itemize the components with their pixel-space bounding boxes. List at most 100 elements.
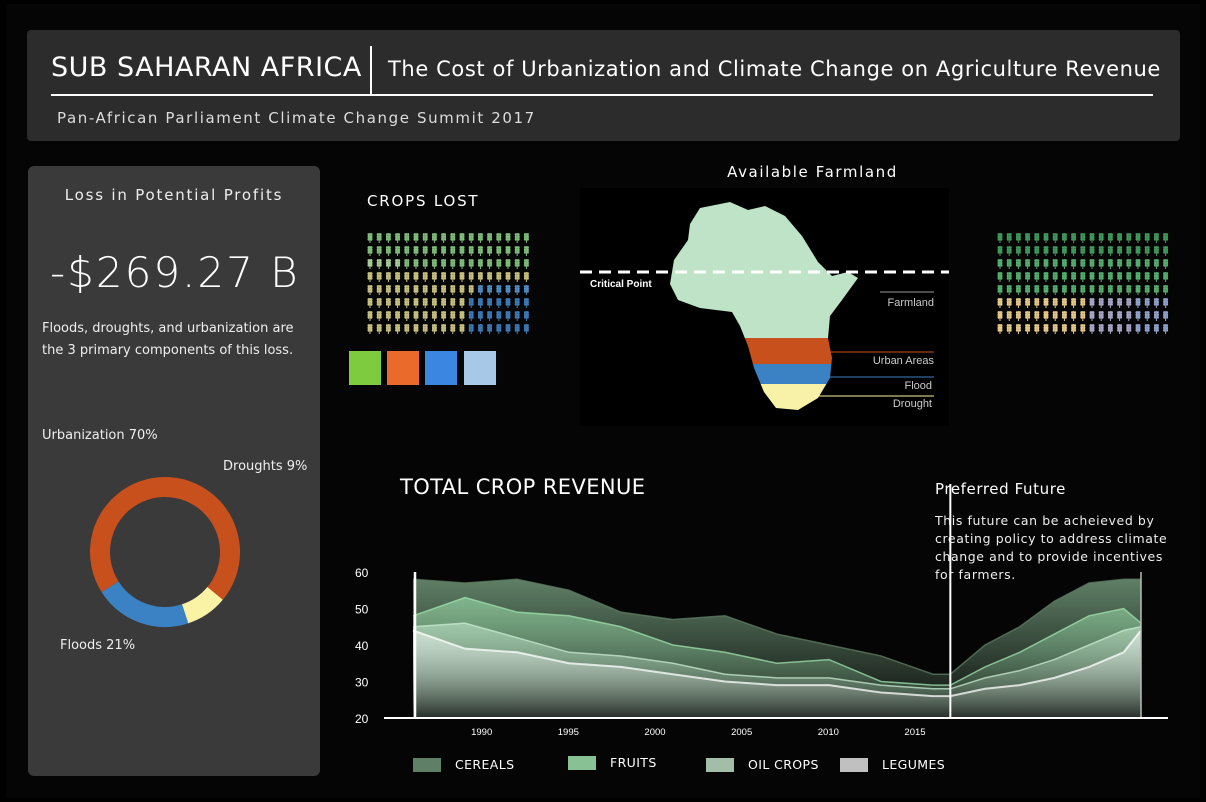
crop-icon xyxy=(1015,233,1021,243)
crop-icon xyxy=(1089,246,1095,256)
crop-icon xyxy=(422,311,428,321)
crop-icon xyxy=(1006,298,1012,308)
x-tick-label: 2000 xyxy=(644,727,665,738)
crop-icon xyxy=(1089,311,1095,321)
crop-icon xyxy=(1107,285,1113,295)
crop-icon xyxy=(1006,233,1012,243)
crop-icon xyxy=(514,324,520,334)
crop-icon xyxy=(523,259,529,269)
header: SUB SAHARAN AFRICA The Cost of Urbanizat… xyxy=(27,30,1180,141)
crop-icon xyxy=(385,233,391,243)
crop-icon xyxy=(514,285,520,295)
crop-icon xyxy=(523,324,529,334)
legend-swatch-cereals xyxy=(413,758,441,772)
crop-icon xyxy=(367,285,373,295)
crop-icon xyxy=(514,259,520,269)
crop-icon xyxy=(496,324,502,334)
crop-icon xyxy=(376,259,382,269)
loss-title: Loss in Potential Profits xyxy=(64,186,284,204)
crop-icon xyxy=(1034,246,1040,256)
x-tick-label: 2010 xyxy=(818,727,839,738)
donut-slice-floods xyxy=(101,581,189,627)
crop-icon xyxy=(468,285,474,295)
drought-label: Drought xyxy=(893,398,932,410)
crop-icon xyxy=(496,233,502,243)
crop-icon xyxy=(1126,246,1132,256)
crop-icon xyxy=(523,272,529,282)
loss-description: Floods, droughts, and urbanization are t… xyxy=(42,321,294,358)
crop-icon xyxy=(1107,324,1113,334)
crop-icon xyxy=(395,311,401,321)
crop-icon xyxy=(441,298,447,308)
crop-icon xyxy=(1163,233,1169,243)
crop-icon xyxy=(1052,272,1058,282)
crop-icon xyxy=(385,311,391,321)
crop-icon xyxy=(1117,233,1123,243)
preferred-future-description: This future can be acheieved by creating… xyxy=(935,513,1168,582)
crop-icon xyxy=(441,285,447,295)
crop-icon xyxy=(1061,324,1067,334)
crops-future-grid xyxy=(997,233,1169,334)
crop-icon xyxy=(1043,285,1049,295)
crop-icon xyxy=(450,272,456,282)
crop-icon xyxy=(1163,311,1169,321)
region-title: SUB SAHARAN AFRICA xyxy=(51,52,362,83)
crop-icon xyxy=(1015,311,1021,321)
crop-icon xyxy=(422,285,428,295)
crop-icon xyxy=(431,259,437,269)
crop-icon xyxy=(413,246,419,256)
crop-icon xyxy=(1006,285,1012,295)
crop-icon xyxy=(496,285,502,295)
crop-icon xyxy=(1034,285,1040,295)
crop-icon xyxy=(487,298,493,308)
crop-icon xyxy=(1043,324,1049,334)
crop-icon xyxy=(450,246,456,256)
crop-icon xyxy=(1052,324,1058,334)
legend-label-legumes: LEGUMES xyxy=(882,757,946,772)
y-tick-label: 60 xyxy=(355,566,369,580)
crop-icon xyxy=(1034,324,1040,334)
crop-icon xyxy=(1117,272,1123,282)
crop-icon xyxy=(1144,324,1150,334)
floods-label: Floods 21% xyxy=(60,638,136,653)
crop-icon xyxy=(1135,311,1141,321)
crop-icon xyxy=(1144,233,1150,243)
legend-swatch-legumes xyxy=(840,758,868,772)
crop-icon xyxy=(1043,246,1049,256)
crop-icon xyxy=(1061,246,1067,256)
crop-icon xyxy=(385,298,391,308)
flood-label: Flood xyxy=(904,380,932,392)
crop-icon xyxy=(1043,311,1049,321)
crop-icon xyxy=(1061,311,1067,321)
crop-icon xyxy=(413,285,419,295)
crop-icon xyxy=(514,246,520,256)
crop-icon xyxy=(376,233,382,243)
crop-icon xyxy=(1025,272,1031,282)
crop-icon xyxy=(523,233,529,243)
area-legumes xyxy=(413,630,1141,718)
crop-icon xyxy=(1080,285,1086,295)
crop-icon xyxy=(441,272,447,282)
crop-icon xyxy=(514,272,520,282)
crop-icon xyxy=(395,259,401,269)
crop-icon xyxy=(441,324,447,334)
crop-icon xyxy=(1071,285,1077,295)
crop-icon xyxy=(1135,259,1141,269)
crop-icon xyxy=(376,298,382,308)
crop-icon xyxy=(1061,259,1067,269)
crop-icon xyxy=(468,324,474,334)
crop-icon xyxy=(1089,259,1095,269)
crop-icon xyxy=(1163,259,1169,269)
crop-icon xyxy=(367,233,373,243)
crop-icon xyxy=(1034,259,1040,269)
crop-icon xyxy=(1061,285,1067,295)
legend-label-cereals: CEREALS xyxy=(455,757,515,772)
crop-icon xyxy=(1163,324,1169,334)
loss-value: -$269.27 B xyxy=(50,248,300,297)
crop-icon xyxy=(1144,311,1150,321)
crop-icon xyxy=(422,233,428,243)
crop-icon xyxy=(450,311,456,321)
crop-icon xyxy=(1144,285,1150,295)
crop-icon xyxy=(385,259,391,269)
legend-swatch-fruits xyxy=(568,756,596,770)
